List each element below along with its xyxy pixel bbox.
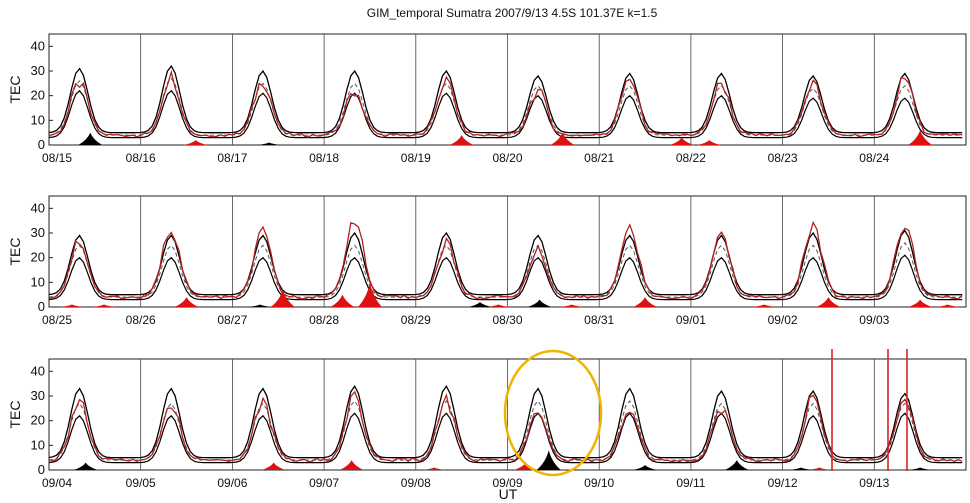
y-tick-label: 20 — [31, 413, 45, 428]
x-tick-label: 08/18 — [309, 151, 339, 165]
positive-anomaly-area — [339, 460, 364, 470]
positive-anomaly-area — [92, 304, 117, 307]
positive-anomaly-area — [330, 294, 355, 307]
positive-anomaly-area — [183, 140, 208, 145]
y-tick-label: 10 — [31, 274, 45, 289]
lower-bound-line — [48, 412, 963, 464]
x-tick-label: 08/19 — [401, 151, 431, 165]
negative-anomaly-area — [724, 460, 749, 470]
negative-anomaly-area — [633, 465, 658, 470]
x-tick-label: 09/07 — [309, 476, 339, 490]
positive-anomaly-area — [449, 135, 474, 145]
observed-tec-line — [48, 390, 963, 463]
x-tick-label: 08/15 — [42, 151, 72, 165]
x-axis-label: UT — [499, 486, 518, 502]
positive-anomaly-area — [669, 137, 694, 145]
x-tick-label: 09/12 — [768, 476, 798, 490]
x-tick-label: 09/06 — [217, 476, 247, 490]
x-tick-label: 08/26 — [126, 313, 156, 327]
negative-anomaly-area — [247, 304, 272, 307]
positive-anomaly-area — [486, 304, 511, 307]
positive-anomaly-area — [935, 304, 960, 307]
upper-bound-line — [48, 229, 963, 296]
positive-anomaly-area — [270, 289, 295, 307]
y-tick-label: 10 — [31, 112, 45, 127]
y-tick-label: 30 — [31, 225, 45, 240]
y-tick-label: 0 — [38, 299, 45, 314]
positive-anomaly-area — [174, 297, 199, 307]
positive-anomaly-area — [752, 304, 777, 307]
y-tick-label: 40 — [31, 38, 45, 53]
x-tick-label: 09/05 — [126, 476, 156, 490]
y-axis-label: TEC — [7, 401, 23, 429]
y-tick-label: 40 — [31, 363, 45, 378]
negative-anomaly-area — [78, 132, 103, 145]
y-axis-label: TEC — [7, 238, 23, 266]
x-tick-label: 08/16 — [126, 151, 156, 165]
lower-bound-line — [48, 89, 963, 139]
x-tick-label: 08/21 — [584, 151, 614, 165]
positive-anomaly-area — [807, 467, 832, 470]
x-tick-label: 09/10 — [584, 476, 614, 490]
y-tick-label: 40 — [31, 200, 45, 215]
upper-bound-line — [48, 64, 963, 134]
x-tick-label: 09/02 — [768, 313, 798, 327]
positive-anomaly-area — [697, 140, 722, 145]
y-tick-label: 30 — [31, 63, 45, 78]
positive-anomaly-area — [908, 299, 933, 307]
positive-anomaly-area — [357, 282, 382, 307]
x-tick-label: 08/29 — [401, 313, 431, 327]
negative-anomaly-area — [527, 299, 552, 307]
y-tick-label: 0 — [38, 137, 45, 152]
negative-anomaly-area — [467, 302, 492, 307]
y-axis-label: TEC — [7, 76, 23, 104]
negative-anomaly-area — [536, 450, 561, 470]
negative-anomaly-area — [257, 142, 282, 145]
x-tick-label: 08/22 — [676, 151, 706, 165]
x-tick-label: 09/08 — [401, 476, 431, 490]
positive-anomaly-area — [261, 462, 286, 470]
x-tick-label: 08/31 — [584, 313, 614, 327]
x-tick-label: 09/13 — [859, 476, 889, 490]
x-tick-label: 09/04 — [42, 476, 72, 490]
x-tick-label: 08/28 — [309, 313, 339, 327]
x-tick-label: 08/17 — [217, 151, 247, 165]
lower-bound-line — [48, 254, 963, 301]
y-tick-label: 30 — [31, 388, 45, 403]
y-tick-label: 10 — [31, 437, 45, 452]
positive-anomaly-area — [422, 467, 447, 470]
chart-title: GIM_temporal Sumatra 2007/9/13 4.5S 101.… — [367, 6, 658, 20]
positive-anomaly-area — [816, 297, 841, 307]
positive-anomaly-area — [908, 130, 933, 145]
observed-tec-line — [48, 69, 963, 138]
median-line — [48, 77, 963, 136]
x-tick-label: 09/11 — [676, 476, 705, 490]
highlight-ellipse — [503, 349, 603, 477]
x-tick-label: 09/01 — [676, 313, 706, 327]
x-tick-label: 09/09 — [492, 476, 522, 490]
x-tick-label: 08/20 — [492, 151, 522, 165]
x-tick-label: 08/27 — [217, 313, 247, 327]
x-tick-label: 08/25 — [42, 313, 72, 327]
y-tick-label: 0 — [38, 462, 45, 477]
y-tick-label: 20 — [31, 250, 45, 265]
positive-anomaly-area — [59, 304, 84, 307]
positive-anomaly-area — [550, 132, 575, 145]
positive-anomaly-area — [633, 297, 658, 307]
upper-bound-line — [48, 384, 963, 459]
positive-anomaly-area — [559, 304, 584, 307]
negative-anomaly-area — [73, 462, 98, 470]
x-tick-label: 08/23 — [768, 151, 798, 165]
x-tick-label: 09/03 — [859, 313, 889, 327]
negative-anomaly-area — [908, 467, 933, 470]
observed-tec-line — [49, 220, 963, 300]
x-tick-label: 08/24 — [859, 151, 889, 165]
y-tick-label: 20 — [31, 88, 45, 103]
negative-anomaly-area — [788, 467, 813, 470]
x-tick-label: 08/30 — [492, 313, 522, 327]
